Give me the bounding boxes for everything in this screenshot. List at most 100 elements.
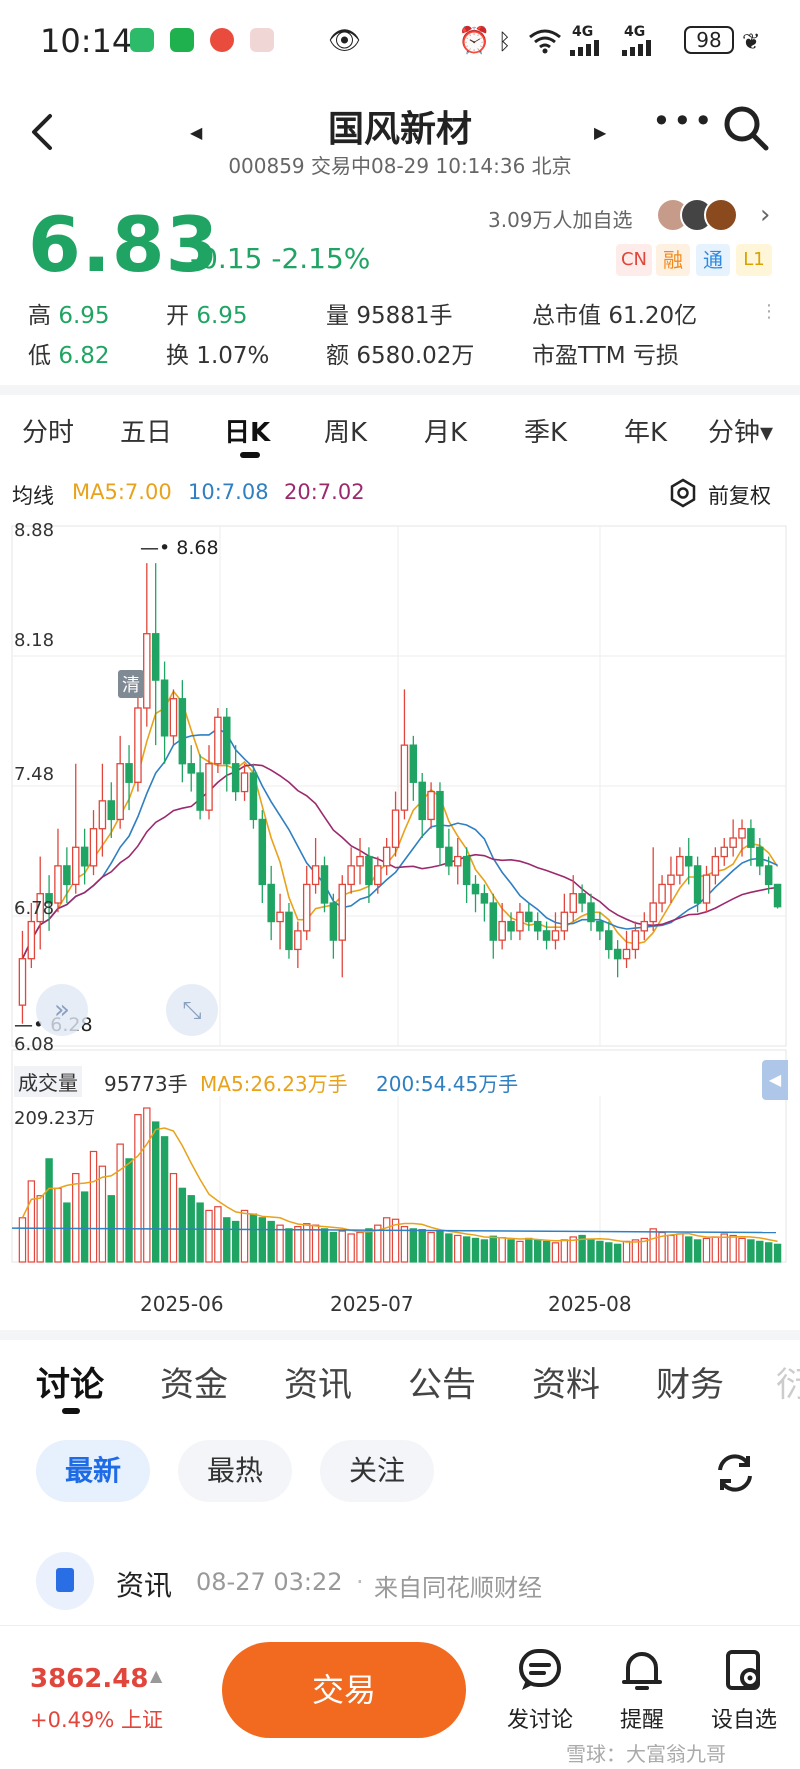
volume-bar [667, 1234, 675, 1263]
volume-bar [560, 1239, 569, 1263]
volume-bar [276, 1224, 284, 1263]
x-tick-label: 2025-08 [548, 1292, 632, 1316]
tab-discussion[interactable]: 讨论 [36, 1365, 104, 1405]
price-adjust-toggle[interactable]: 前复权 [708, 484, 771, 508]
prev-stock-icon[interactable]: ◀ [190, 123, 203, 142]
clock: 10:14 [40, 22, 133, 60]
candle [116, 763, 124, 821]
candle [320, 865, 329, 904]
volume-bar [693, 1239, 702, 1263]
volume-bar [729, 1234, 737, 1263]
expand-stats-icon[interactable]: ⋮ [760, 301, 778, 322]
news-icon [36, 1552, 94, 1610]
candle [773, 883, 782, 908]
eye-icon: 👁 [328, 26, 362, 56]
tab-quarterly-k[interactable]: 季K [524, 418, 568, 448]
candle [347, 865, 355, 886]
post-discussion-button[interactable]: 发讨论 [492, 1646, 588, 1734]
index-value[interactable]: 3862.48 [30, 1664, 149, 1694]
candle [107, 800, 116, 821]
volume-bar [516, 1240, 524, 1263]
volume-bar [116, 1143, 124, 1263]
remind-button[interactable]: 提醒 [594, 1646, 690, 1734]
candle [400, 744, 409, 811]
tab-announcements[interactable]: 公告 [408, 1365, 476, 1405]
leaf-icon: ❦ [742, 30, 761, 55]
volume-bar [462, 1236, 471, 1263]
filter-following[interactable]: 关注 [320, 1440, 434, 1502]
list-item[interactable]: 资讯 08-27 03:22 · 来自同花顺财经 [0, 1540, 800, 1620]
follower-avatars[interactable] [656, 198, 744, 234]
volume-bar [240, 1209, 249, 1263]
back-icon[interactable] [28, 112, 56, 152]
alarm-icon: ⏰ [458, 26, 491, 56]
search-icon[interactable] [722, 104, 770, 152]
tab-profile[interactable]: 资料 [532, 1365, 600, 1405]
fullscreen-button[interactable]: ⤡ [166, 984, 218, 1036]
candle [516, 911, 524, 932]
tab-weekly-k[interactable]: 周K [324, 418, 368, 448]
candlestick-chart[interactable] [0, 510, 800, 1310]
candle [356, 855, 364, 867]
volume-bar [711, 1236, 720, 1263]
candle [134, 707, 142, 783]
candle [409, 744, 418, 783]
candle [391, 809, 400, 848]
settings-icon[interactable] [668, 478, 698, 508]
candle [640, 920, 649, 932]
candle [418, 781, 426, 821]
volume-bar [223, 1217, 231, 1263]
tab-daily-k[interactable]: 日K [224, 418, 271, 448]
candle [27, 920, 36, 960]
volume-panel-toggle[interactable]: ◀ [762, 1060, 788, 1100]
next-stock-icon[interactable]: ▶ [594, 123, 607, 142]
refresh-icon[interactable] [712, 1450, 758, 1496]
news-time: 08-27 03:22 [196, 1568, 343, 1596]
candle [596, 920, 604, 932]
tab-intraday[interactable]: 分时 [22, 418, 75, 448]
candle [329, 902, 338, 941]
filter-hot[interactable]: 最热 [178, 1440, 292, 1502]
index-change[interactable]: +0.49% 上证 [30, 1708, 163, 1732]
candle [462, 855, 471, 886]
tab-five-day[interactable]: 五日 [120, 418, 173, 448]
volume-bar [231, 1220, 240, 1263]
trade-button[interactable]: 交易 [222, 1642, 466, 1738]
ma5-line [21, 689, 779, 960]
candle [151, 633, 160, 681]
tab-news[interactable]: 资讯 [284, 1365, 352, 1405]
more-icon[interactable]: ••• [652, 102, 715, 140]
tab-financials[interactable]: 财务 [656, 1365, 724, 1405]
candle [285, 911, 293, 951]
volume-bar [374, 1224, 382, 1263]
tab-minute[interactable]: 分钟▾ [708, 418, 774, 448]
tab-more[interactable]: 衍 [776, 1365, 800, 1405]
volume-bar [613, 1243, 622, 1263]
volume-bar [98, 1165, 107, 1263]
candle [196, 772, 204, 811]
volume-bar [320, 1228, 329, 1263]
add-watchlist-button[interactable]: 设自选 [696, 1646, 792, 1734]
candle [45, 893, 53, 904]
tab-monthly-k[interactable]: 月K [424, 418, 468, 448]
chevron-right-icon[interactable]: › [760, 200, 771, 230]
scroll-left-button[interactable]: » [36, 984, 88, 1036]
volume-bar [134, 1114, 142, 1263]
candle [276, 911, 284, 923]
news-dot: · [356, 1568, 364, 1596]
volume-bar [773, 1243, 782, 1263]
volume-bar [480, 1239, 489, 1263]
chart-grid [11, 525, 787, 1263]
stat-turnover: 换 1.07% [166, 343, 270, 369]
volume-bar [356, 1231, 364, 1263]
tab-yearly-k[interactable]: 年K [624, 418, 668, 448]
stat-pe: 市盈TTM 亏损 [532, 343, 679, 369]
bluetooth-icon: ᛒ [498, 30, 512, 55]
followers-count[interactable]: 3.09万人加自选 [488, 208, 633, 232]
candle [249, 772, 258, 821]
filter-latest[interactable]: 最新 [36, 1440, 150, 1502]
candle [80, 846, 89, 867]
remind-label: 提醒 [619, 1708, 664, 1733]
tab-capital[interactable]: 资金 [160, 1365, 228, 1405]
volume-bar [205, 1209, 213, 1263]
